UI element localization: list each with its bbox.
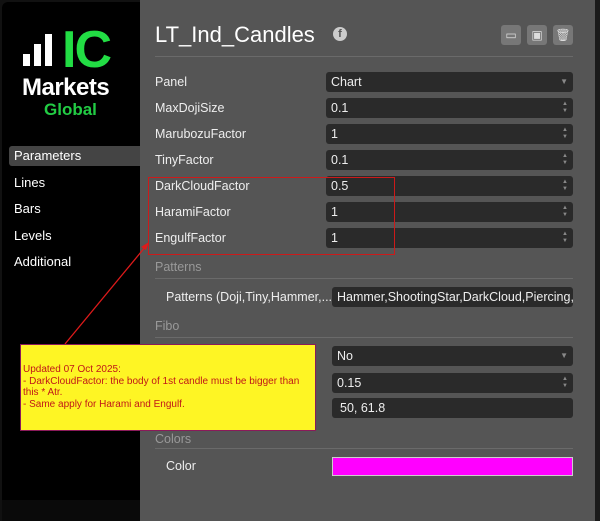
param-value: Chart (331, 75, 362, 89)
folder-open-icon[interactable]: ▭ (501, 25, 521, 45)
chart-background (595, 0, 600, 521)
facebook-icon[interactable]: f (333, 27, 347, 41)
param-input[interactable]: 0.5 ▲ ▼ (326, 176, 573, 196)
spinner-icon[interactable]: ▲ ▼ (562, 205, 568, 218)
param-label: HaramiFactor (155, 205, 231, 219)
sidebar-footer (2, 500, 140, 521)
spinner-icon[interactable]: ▲ ▼ (562, 127, 568, 140)
sidebar-item-additional[interactable]: Additional (14, 254, 72, 269)
highlight-box (148, 177, 395, 255)
param-value: 0.5 (331, 179, 349, 193)
param-value: 1 (331, 231, 338, 245)
sidebar-item-parameters[interactable]: Parameters (9, 146, 140, 166)
param-label: DarkCloudFactor (155, 179, 250, 193)
param-label: MarubozuFactor (155, 127, 247, 141)
annotation-note: Updated 07 Oct 2025: - DarkCloudFactor: … (20, 344, 316, 431)
divider (155, 56, 573, 57)
param-value: 1 (331, 205, 338, 219)
spinner-icon[interactable]: ▲ ▼ (562, 179, 568, 192)
param-value: 0.1 (331, 153, 349, 167)
section-colors: Colors (155, 432, 192, 446)
param-label: EngulfFactor (155, 231, 226, 245)
param-input[interactable]: 1 ▲ ▼ (326, 228, 573, 248)
param-label: Panel (155, 75, 187, 89)
spinner-icon[interactable]: ▲ ▼ (562, 376, 568, 389)
fibo-number-input[interactable]: 0.15 ▲ ▼ (332, 373, 573, 393)
patterns-label: Patterns (Doji,Tiny,Hammer,... (166, 290, 333, 304)
page-title: LT_Ind_Candles (155, 22, 315, 47)
spinner-icon[interactable]: ▲ ▼ (562, 153, 568, 166)
section-fibo: Fibo (155, 319, 180, 333)
sidebar-item-bars[interactable]: Bars (14, 201, 41, 216)
divider (155, 337, 573, 338)
param-label: TinyFactor (155, 153, 214, 167)
trash-icon[interactable]: 🗑 (553, 25, 573, 45)
fibo-select[interactable]: No ▼ (332, 346, 573, 366)
logo-ic: IC (62, 21, 112, 79)
param-input[interactable]: 1 ▲ ▼ (326, 124, 573, 144)
fibo-select-value: No (337, 349, 353, 363)
param-input[interactable]: 0.1 ▲ ▼ (326, 150, 573, 170)
param-select[interactable]: Chart ▼ (326, 72, 573, 92)
logo-bars-icon (23, 30, 63, 66)
sidebar-item-lines[interactable]: Lines (14, 175, 46, 190)
spinner-icon[interactable]: ▲ ▼ (562, 101, 568, 114)
logo-markets: Markets (22, 74, 110, 101)
save-icon[interactable]: ▣ (527, 25, 547, 45)
divider (155, 448, 573, 449)
chevron-down-icon: ▼ (560, 77, 568, 86)
patterns-input[interactable]: Hammer,ShootingStar,DarkCloud,Piercing,H (332, 287, 573, 307)
section-patterns: Patterns (155, 260, 202, 274)
param-value: 1 (331, 127, 338, 141)
sidebar-item-levels[interactable]: Levels (14, 228, 52, 243)
spinner-icon[interactable]: ▲ ▼ (562, 231, 568, 244)
param-value: 0.1 (331, 101, 349, 115)
param-label: MaxDojiSize (155, 101, 225, 115)
logo-global: Global (44, 100, 97, 119)
divider (155, 278, 573, 279)
color-label: Color (166, 459, 196, 473)
color-swatch[interactable] (332, 457, 573, 476)
fibo-levels-input[interactable]: 50, 61.8 (332, 398, 573, 418)
param-input[interactable]: 1 ▲ ▼ (326, 202, 573, 222)
fibo-number-value: 0.15 (337, 376, 362, 390)
sidebar (2, 2, 140, 521)
param-input[interactable]: 0.1 ▲ ▼ (326, 98, 573, 118)
chevron-down-icon: ▼ (560, 351, 568, 360)
